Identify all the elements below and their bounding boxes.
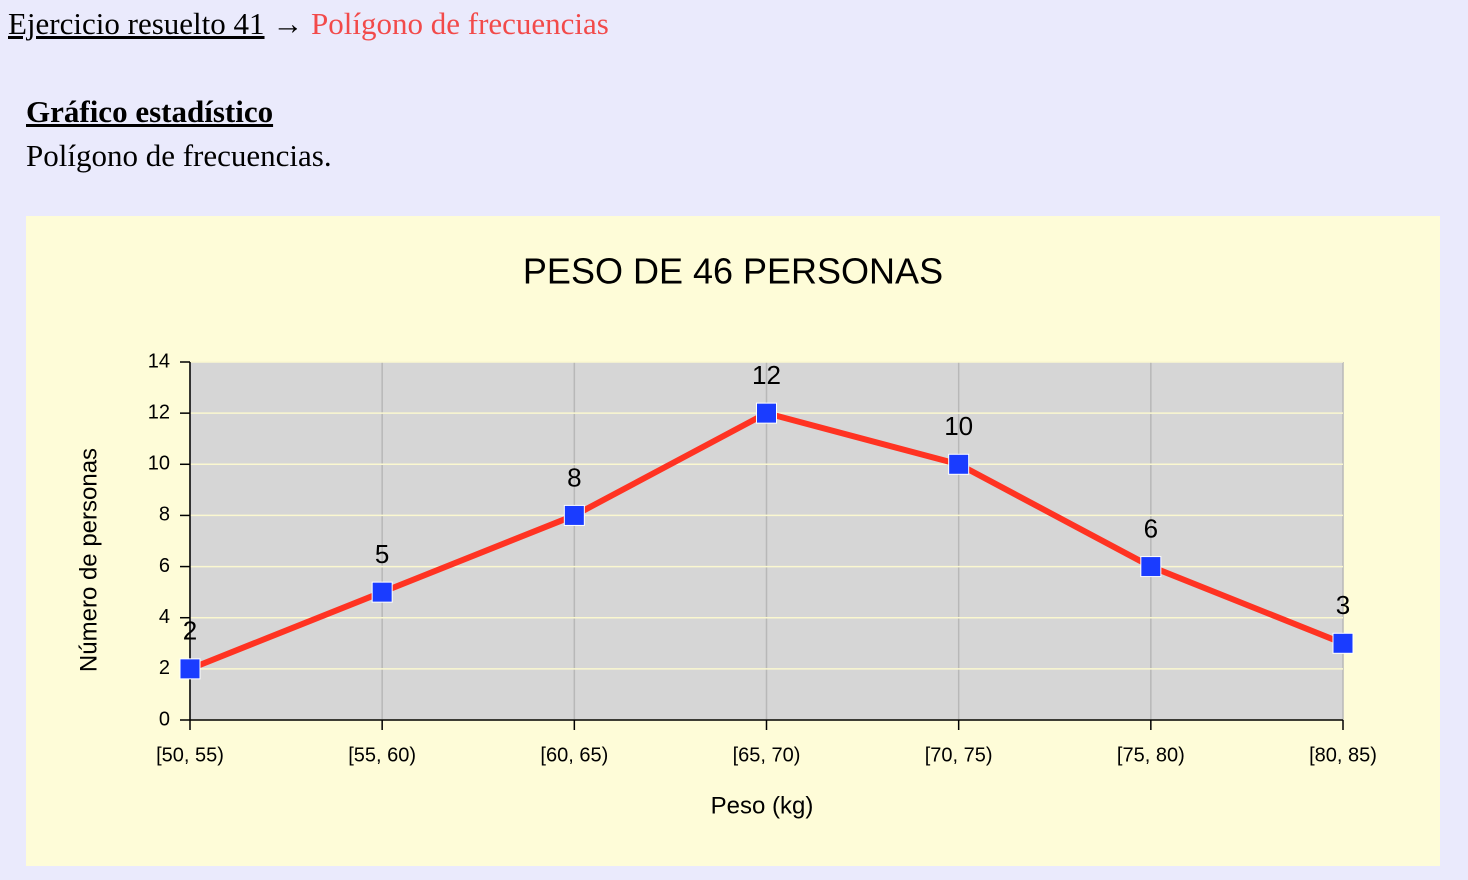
data-marker [756,402,777,424]
x-tick-label: [50, 55) [156,744,224,766]
x-tick-label: [60, 65) [540,744,608,766]
y-tick-label: 6 [159,555,170,577]
data-label: 2 [183,616,197,646]
section: Gráfico estadístico Polígono de frecuenc… [26,90,332,178]
breadcrumb-current: Polígono de frecuencias [311,6,609,41]
data-label: 12 [752,360,781,390]
x-axis-label: Peso (kg) [711,792,814,819]
breadcrumb: Ejercicio resuelto 41 → Polígono de frec… [8,6,609,42]
y-tick-label: 12 [148,401,170,423]
chart: PESO DE 46 PERSONAS Peso (kg) Número de … [26,216,1440,866]
chart-title: PESO DE 46 PERSONAS [523,251,943,292]
data-marker [948,453,970,475]
y-tick-label: 2 [159,657,170,679]
x-tick-label: [75, 80) [1117,744,1185,766]
breadcrumb-link[interactable]: Ejercicio resuelto 41 [8,6,265,41]
breadcrumb-separator: → [272,6,304,41]
y-tick-label: 0 [159,708,170,730]
data-label: 10 [944,411,973,441]
y-tick-label: 4 [159,606,170,628]
y-axis-label: Número de personas [75,448,102,672]
data-label: 8 [567,462,581,492]
section-text: Polígono de frecuencias. [26,138,332,173]
x-tick-label: [70, 75) [925,744,993,766]
data-marker [563,504,585,526]
x-tick-label: [65, 70) [733,744,801,766]
data-marker [1140,556,1162,578]
y-tick-label: 10 [148,453,170,475]
data-marker [371,581,393,603]
data-marker [179,658,201,680]
data-label: 5 [375,539,389,569]
section-heading: Gráfico estadístico [26,94,274,129]
x-tick-label: [80, 85) [1309,744,1377,766]
y-tick-label: 14 [148,350,170,372]
x-tick-label: [55, 60) [348,744,416,766]
data-label: 6 [1144,513,1158,543]
y-tick-label: 8 [159,504,170,526]
data-label: 3 [1336,590,1350,620]
data-marker [1332,632,1354,654]
